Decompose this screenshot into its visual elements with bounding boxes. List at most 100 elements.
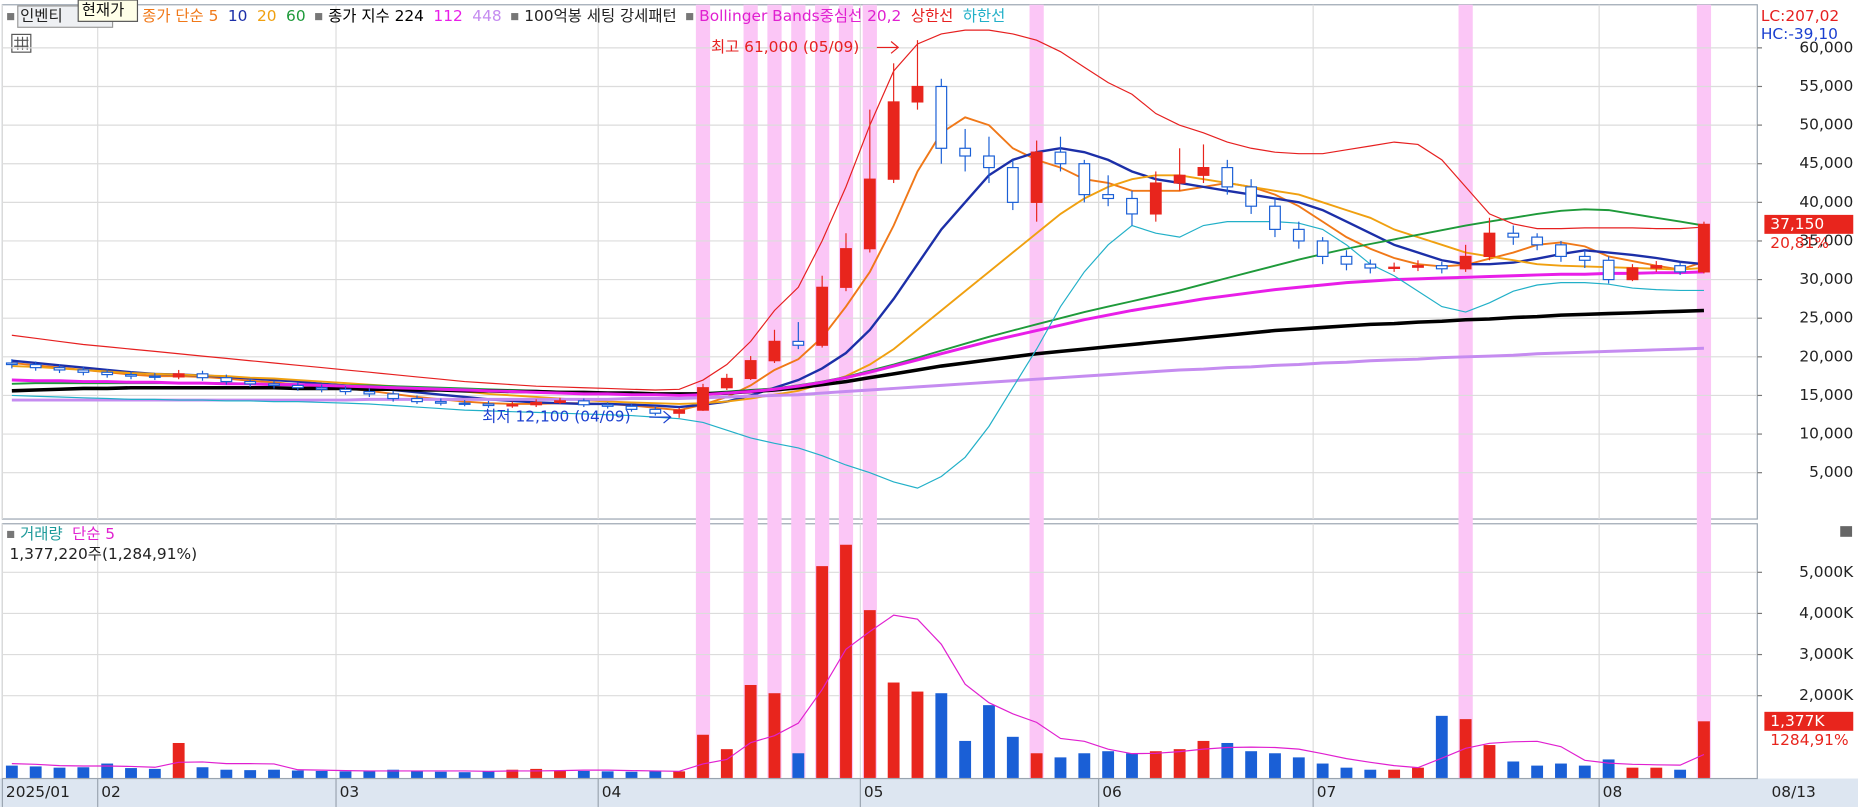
volume-bar [1102, 751, 1115, 778]
candle-body [1698, 223, 1710, 273]
candle-body [53, 367, 66, 371]
collapse-button[interactable] [1840, 526, 1853, 537]
candle-body [1435, 265, 1448, 270]
candle-body [172, 373, 185, 378]
volume-bar [1316, 763, 1329, 778]
volume-bar [434, 771, 447, 778]
candle-body [363, 390, 376, 395]
y-tick-label: 5,000 [1809, 463, 1853, 481]
volume-bar [911, 691, 924, 778]
legend-entry: 112 [433, 7, 462, 25]
y-tick-label: 25,000 [1799, 309, 1853, 327]
candle-body [291, 384, 304, 389]
volume-bar [77, 767, 90, 778]
candle-body [1674, 265, 1687, 273]
y-tick-label: 4,000K [1799, 604, 1854, 622]
pattern-highlight [1696, 4, 1712, 778]
y-tick-label: 20,000 [1799, 347, 1853, 365]
low-arrow [649, 410, 672, 424]
volume-bar [1054, 757, 1067, 778]
x-tick-label: 2025/01 [6, 783, 70, 801]
volume-bar [1531, 765, 1544, 778]
candle-body [1149, 182, 1162, 215]
volume-bar [959, 740, 972, 778]
volume-bar [1578, 765, 1591, 778]
volume-bar [1364, 769, 1377, 778]
candle-body [1364, 263, 1377, 269]
volume-bar [1149, 751, 1162, 778]
volume-bar [29, 766, 42, 778]
volume-bar [339, 771, 352, 778]
candle-body [697, 387, 709, 411]
legend-bullet [315, 13, 323, 21]
candle-body [339, 388, 352, 393]
y-tick-label: 60,000 [1799, 38, 1853, 56]
volume-bar [1126, 753, 1138, 778]
legend-bullet [7, 13, 15, 21]
x-tick-label: 03 [340, 783, 360, 801]
volume-bar [1674, 769, 1687, 778]
candle-body [434, 401, 447, 404]
legend-entry: Bollinger Bands중심선 20,2 [699, 7, 901, 25]
line-series [11, 221, 1704, 489]
volume-bar [315, 770, 328, 778]
volume-bar [554, 770, 566, 778]
volume-bar [244, 770, 257, 778]
volume-bar [220, 769, 233, 778]
volume-bar [1435, 715, 1448, 778]
candle-body [863, 178, 876, 250]
candle-body [1340, 255, 1353, 265]
candle-body [911, 85, 924, 103]
volume-bar [1698, 721, 1710, 778]
candle-body [935, 85, 948, 149]
y-tick-label: 5,000K [1799, 563, 1854, 581]
volume-bar [1412, 767, 1424, 778]
grid-icon[interactable] [11, 33, 32, 53]
candle-body [196, 373, 209, 379]
candle-body [1245, 186, 1258, 207]
candle-body [29, 363, 42, 369]
volume-bar [1245, 751, 1258, 778]
last-price-box [1764, 214, 1854, 234]
candle-body [1006, 166, 1019, 203]
volume-bar [649, 770, 662, 778]
candle-body [1126, 197, 1138, 215]
volume-bar [458, 772, 471, 778]
candle-body [5, 362, 18, 366]
candle-body [411, 397, 423, 403]
candle-body [840, 248, 852, 288]
tooltip-box [77, 0, 139, 22]
volume-bar [1555, 763, 1567, 778]
last-volume-box [1764, 711, 1854, 731]
volume-bar [601, 771, 614, 778]
volume-bar [268, 769, 280, 778]
volume-bar [1292, 757, 1305, 778]
candle-body [554, 400, 566, 403]
stock-name: 인벤티 [20, 7, 62, 25]
tooltip: 현재가 [82, 1, 124, 19]
volume-bar [5, 765, 18, 778]
y-tick-label: 40,000 [1799, 193, 1853, 211]
legend-entry: 상한선 [911, 7, 953, 25]
volume-bar [172, 742, 185, 778]
line-series [11, 614, 1705, 772]
candle-body [268, 383, 280, 386]
x-tick-label: 02 [101, 783, 121, 801]
candle-body [148, 375, 161, 378]
candle-body [577, 400, 590, 406]
candle-body [1483, 232, 1496, 258]
low-annotation: 최저 12,100 (04/09) [482, 408, 630, 426]
candle-body [649, 408, 662, 414]
candle-body [77, 369, 90, 373]
candle-body [959, 147, 972, 157]
legend-entry: 거래량 [20, 525, 62, 543]
candle-body [1173, 174, 1186, 184]
candle-body [983, 155, 995, 169]
last-price-label: 37,150 [1770, 215, 1824, 233]
candle-body [1292, 228, 1305, 242]
legend-entry: 하한선 [963, 7, 1005, 25]
volume-bar [53, 767, 66, 778]
